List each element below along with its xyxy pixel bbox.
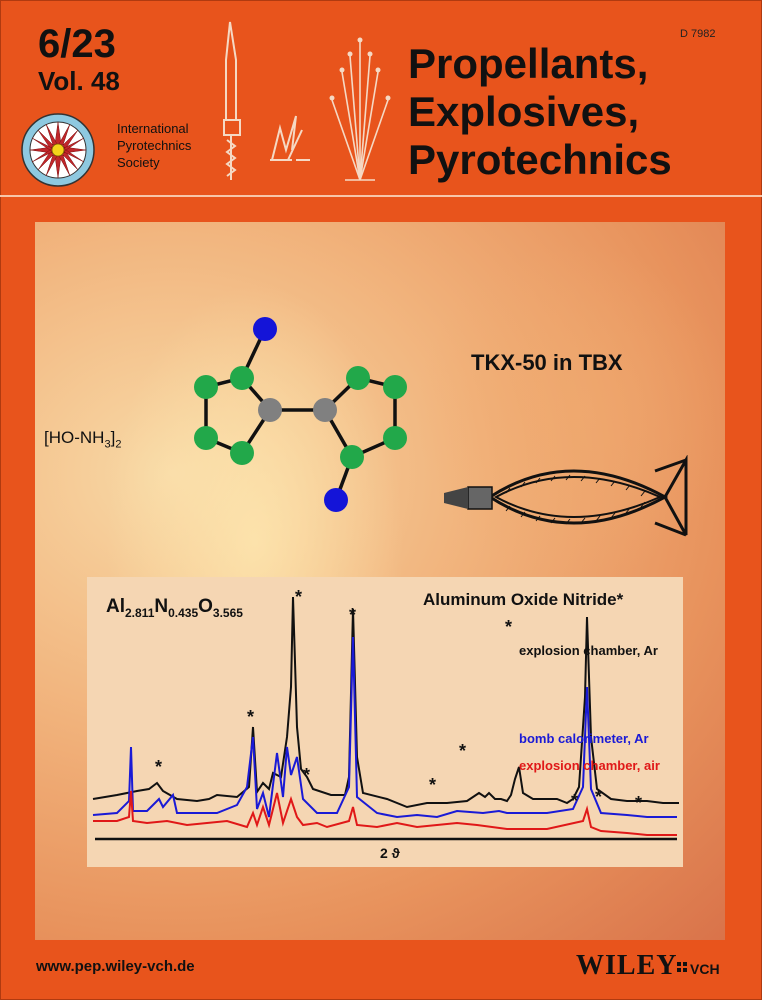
society-name: International Pyrotechnics Society (117, 120, 191, 171)
society-line-2: Pyrotechnics (117, 138, 192, 153)
spectrum-title: Aluminum Oxide Nitride* (423, 590, 624, 609)
peak-marker: * (303, 765, 310, 785)
title-line-3: Pyrotechnics (408, 136, 672, 183)
peak-marker: * (571, 791, 578, 811)
formula-n: N (154, 596, 169, 617)
publisher-dots-icon (677, 962, 687, 972)
society-logo-icon (21, 113, 95, 187)
peak-marker: * (295, 587, 302, 607)
series-label-black: explosion chamber, Ar (519, 643, 658, 658)
peak-marker: * (595, 787, 602, 807)
journal-title: Propellants, Explosives, Pyrotechnics (408, 40, 672, 184)
title-line-2: Explosives, (408, 88, 640, 135)
society-line-1: International (117, 121, 189, 136)
peak-marker: * (505, 617, 512, 637)
formula-al: Al (106, 596, 125, 617)
society-line-3: Society (117, 155, 160, 170)
cation-main: [HO-NH (44, 428, 105, 447)
peak-marker: * (349, 605, 356, 625)
peak-marker: * (155, 757, 162, 777)
peak-marker: * (459, 741, 466, 761)
publisher-logo: WILEY (576, 950, 678, 981)
journal-code: D 7982 (680, 28, 716, 40)
x-axis-label: 2 ϑ (380, 845, 400, 861)
peak-marker: * (247, 707, 254, 727)
xrd-spectrum-chart: * * * * * * * * * * * (92, 587, 679, 841)
cation-end: ] (110, 428, 116, 447)
journal-url[interactable]: www.pep.wiley-vch.de (36, 958, 195, 975)
formula-o: O (198, 596, 213, 617)
artwork-glow (415, 242, 725, 582)
volume-number: Vol. 48 (38, 66, 120, 96)
title-line-1: Propellants, (408, 40, 649, 87)
header-pictograms-icon (223, 21, 391, 181)
publisher-suffix: VCH (690, 961, 720, 977)
issue-number: 6/23 (38, 22, 116, 66)
molecule-cation-label: [HO-NH3]2 (44, 428, 121, 450)
chemical-formula: Al2.811N0.435O3.565 (106, 596, 243, 620)
series-label-blue: bomb calorimeter, Ar (519, 731, 649, 746)
bomb-icon (444, 455, 688, 537)
peak-marker: * (635, 793, 642, 813)
series-label-red: explosion chamber, air (519, 758, 660, 773)
formula-al-sub: 2.811 (125, 605, 155, 620)
peak-marker: * (429, 775, 436, 795)
cover-headline: TKX-50 in TBX (471, 350, 623, 375)
header-divider (0, 195, 762, 197)
spectrum-line-black (92, 596, 679, 809)
spectrum-line-red (93, 790, 677, 836)
cation-sub2: 2 (115, 438, 122, 451)
formula-n-sub: 0.435 (168, 605, 199, 620)
cation-sub: 3 (104, 438, 111, 451)
spectrum-line-blue (92, 636, 677, 819)
molecule-structure-icon (194, 317, 407, 512)
formula-o-sub: 3.565 (212, 605, 243, 620)
